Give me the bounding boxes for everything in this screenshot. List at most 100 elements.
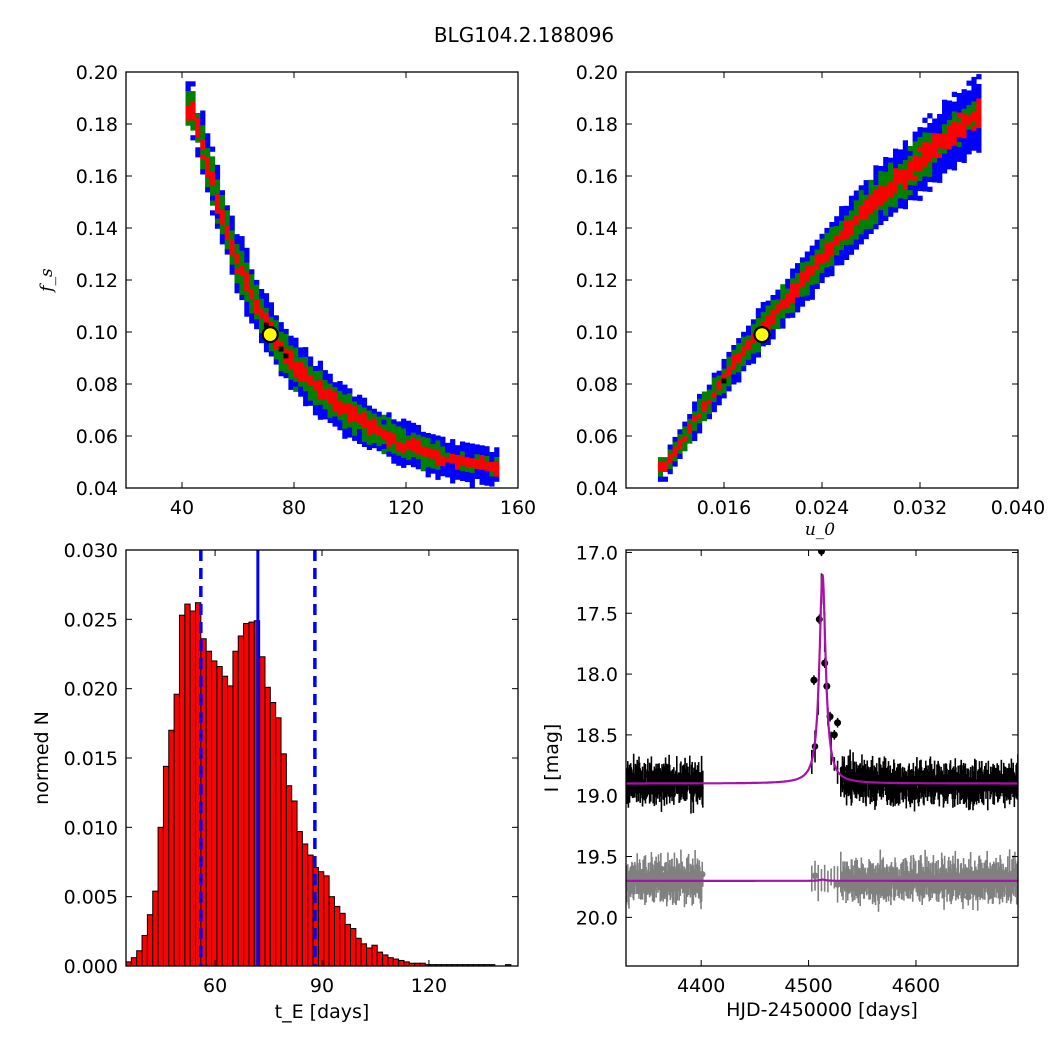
posterior-cell bbox=[303, 376, 309, 382]
x-axis-label: t_E [days] bbox=[275, 1001, 370, 1023]
posterior-cell bbox=[750, 343, 757, 349]
posterior-cell bbox=[790, 273, 796, 279]
posterior-cell bbox=[381, 429, 387, 435]
posterior-cell bbox=[190, 120, 196, 126]
posterior-cell bbox=[697, 418, 703, 424]
posterior-cell bbox=[888, 157, 894, 163]
posterior-cell bbox=[239, 275, 245, 281]
posterior-cell bbox=[268, 346, 274, 352]
posterior-cell bbox=[687, 428, 693, 434]
posterior-cell bbox=[946, 144, 953, 150]
histogram-bar bbox=[317, 871, 325, 967]
y-tick-label: 0.20 bbox=[576, 62, 618, 84]
posterior-cell bbox=[873, 170, 879, 176]
posterior-cell bbox=[790, 288, 796, 294]
posterior-cell bbox=[479, 469, 485, 475]
posterior-cell bbox=[347, 432, 353, 438]
posterior-cell bbox=[268, 312, 274, 318]
panel-fs-vs-tE: 40 80 120 160 0.04 0.06 0.08 0.10 0.12 0.14 0.16 0.… bbox=[37, 62, 536, 519]
posterior-cell bbox=[224, 205, 230, 211]
posterior-cell bbox=[410, 442, 417, 448]
posterior-cell bbox=[746, 330, 752, 336]
posterior-cells bbox=[185, 81, 500, 488]
posterior-cell bbox=[244, 277, 250, 283]
posterior-cell bbox=[293, 347, 299, 353]
posterior-cell bbox=[878, 219, 884, 226]
posterior-cell bbox=[976, 137, 982, 143]
posterior-cell bbox=[956, 156, 962, 162]
posterior-cell bbox=[391, 429, 397, 435]
posterior-cell bbox=[288, 350, 294, 356]
posterior-cell bbox=[883, 210, 889, 217]
histogram-bar bbox=[227, 685, 234, 967]
posterior-cell bbox=[430, 463, 436, 469]
posterior-cell bbox=[288, 355, 294, 361]
posterior-cell bbox=[902, 184, 908, 190]
posterior-cell bbox=[716, 370, 722, 376]
histogram-bar bbox=[152, 890, 159, 967]
posterior-cell bbox=[425, 433, 431, 439]
histogram-bar bbox=[328, 896, 335, 967]
y-tick-label: 0.18 bbox=[576, 114, 618, 136]
posterior-cell bbox=[435, 460, 441, 466]
panel-fs-vs-u0: 0.016 0.024 0.032 0.040 0.04 0.06 0.08 0.10 0.12… bbox=[576, 62, 1046, 540]
posterior-cell bbox=[873, 209, 879, 215]
posterior-cell bbox=[701, 401, 708, 407]
posterior-cell bbox=[278, 356, 284, 362]
posterior-cell bbox=[937, 177, 943, 183]
posterior-cell bbox=[195, 117, 201, 124]
posterior-cell bbox=[750, 324, 757, 330]
posterior-cell bbox=[853, 229, 859, 235]
posterior-cell bbox=[834, 230, 840, 237]
posterior-cell bbox=[484, 446, 490, 452]
posterior-cell bbox=[731, 379, 737, 385]
posterior-cell bbox=[824, 252, 830, 258]
posterior-cell bbox=[711, 377, 717, 383]
posterior-cell bbox=[814, 278, 820, 285]
posterior-cell bbox=[464, 462, 470, 468]
posterior-cell bbox=[224, 220, 230, 226]
histogram-bar bbox=[141, 934, 148, 967]
posterior-cell bbox=[190, 110, 196, 116]
posterior-cell bbox=[726, 361, 732, 367]
posterior-cell bbox=[317, 370, 323, 376]
posterior-cell bbox=[932, 172, 938, 178]
posterior-cell bbox=[214, 223, 221, 229]
posterior-cell bbox=[893, 163, 899, 169]
posterior-cell bbox=[829, 226, 835, 233]
posterior-cell bbox=[263, 312, 270, 318]
posterior-cell bbox=[942, 148, 948, 154]
posterior-cell bbox=[750, 358, 757, 364]
posterior-cell bbox=[332, 416, 338, 422]
posterior-cell bbox=[303, 371, 309, 377]
posterior-cell bbox=[878, 210, 884, 216]
posterior-cell bbox=[278, 322, 284, 328]
posterior-cell bbox=[942, 104, 948, 110]
posterior-cell bbox=[878, 166, 884, 172]
posterior-cell bbox=[976, 74, 982, 80]
posterior-cell bbox=[927, 142, 933, 148]
posterior-cell bbox=[834, 235, 840, 241]
percentile-lines bbox=[199, 550, 317, 966]
posterior-cell bbox=[858, 204, 864, 211]
posterior-cell bbox=[229, 225, 235, 231]
posterior-cell bbox=[726, 381, 732, 387]
posterior-cell bbox=[195, 122, 201, 128]
posterior-cell bbox=[961, 113, 967, 119]
posterior-cell bbox=[283, 333, 289, 339]
posterior-cell bbox=[692, 406, 698, 412]
posterior-cell bbox=[824, 262, 830, 268]
posterior-cell bbox=[942, 124, 948, 130]
posterior-cell bbox=[795, 302, 801, 308]
posterior-cell bbox=[932, 147, 938, 154]
posterior-cell bbox=[893, 178, 899, 184]
histogram-bar bbox=[285, 785, 293, 967]
posterior-cell bbox=[494, 466, 500, 472]
posterior-cell bbox=[662, 476, 668, 482]
posterior-cell bbox=[273, 339, 279, 345]
posterior-cell bbox=[819, 258, 825, 264]
posterior-cell bbox=[288, 374, 294, 381]
posterior-cell bbox=[469, 458, 475, 464]
posterior-cell bbox=[254, 284, 260, 290]
posterior-cell bbox=[844, 240, 850, 246]
